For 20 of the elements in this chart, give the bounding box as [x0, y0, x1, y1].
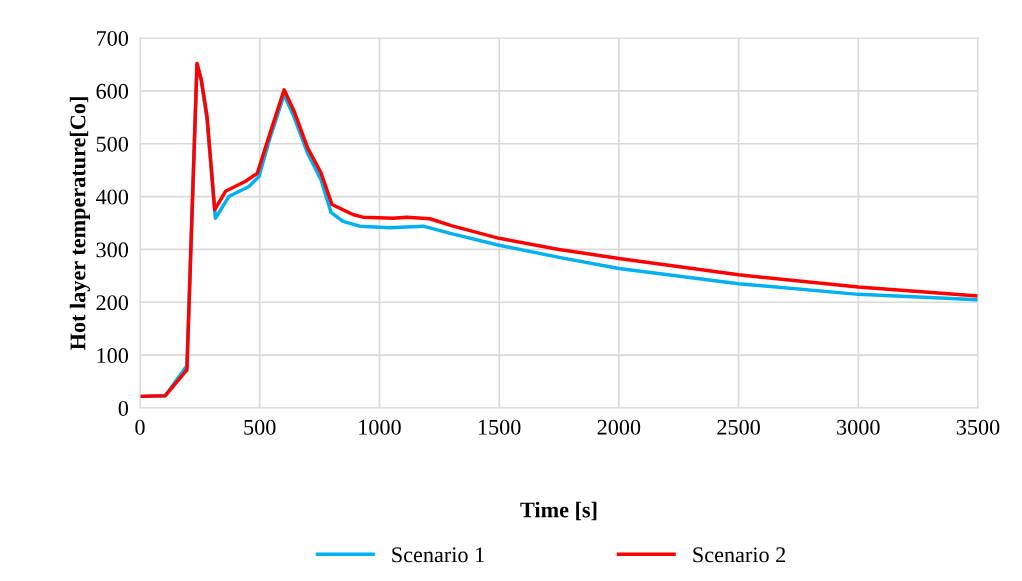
y-tick-label: 300	[96, 242, 129, 258]
y-tick-label: 700	[97, 30, 129, 46]
y-tick-label: 500	[96, 136, 129, 152]
legend-label: Scenario 2	[693, 547, 786, 563]
x-tick-label: 1500	[478, 419, 521, 435]
y-tick-label: 0	[118, 400, 129, 416]
x-tick-label: 0	[135, 419, 145, 435]
x-axis-title: Time [s]	[520, 501, 597, 521]
x-tick-label: 500	[244, 419, 276, 435]
x-tick-label: 1000	[359, 419, 401, 435]
y-tick-label: 100	[97, 348, 129, 364]
legend-label: Scenario 1	[392, 547, 484, 563]
y-tick-label: 600	[96, 83, 129, 99]
x-tick-label: 2500	[717, 419, 760, 435]
y-axis-title: Hot layer temperature[Co]	[69, 97, 90, 350]
y-tick-label: 200	[96, 295, 129, 311]
x-tick-label: 3000	[837, 419, 880, 435]
y-tick-label: 400	[95, 189, 129, 205]
x-tick-label: 3500	[956, 419, 1000, 435]
x-tick-label: 2000	[597, 419, 641, 435]
